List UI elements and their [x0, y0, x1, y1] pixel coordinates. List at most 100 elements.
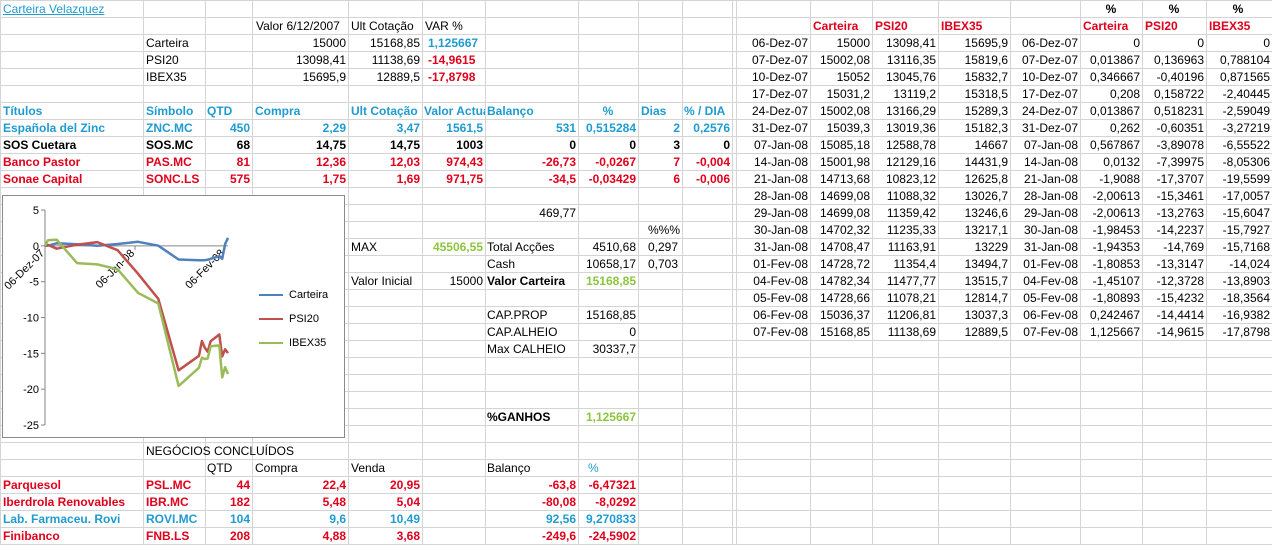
position-simbolo: PAS.MC [146, 155, 192, 169]
history-date2: 01-Fev-08 [1023, 257, 1078, 271]
history-ibex: 13229 [974, 240, 1008, 254]
history-pct-carteira: -2,00613 [1092, 189, 1140, 203]
sheet-title[interactable]: Carteira Velazquez [3, 2, 105, 16]
history-date: 10-Dez-07 [751, 70, 808, 84]
history-ibex: 12889,5 [964, 325, 1008, 339]
history-pct-psi20: -13,3147 [1156, 257, 1204, 271]
pos-header-simbolo: Símbolo [146, 104, 194, 118]
closed-qtd: 208 [229, 529, 250, 543]
position-pct: 0,515284 [585, 121, 636, 135]
closed-compra: 5,48 [322, 495, 346, 509]
history-pct-carteira: 0,208 [1109, 87, 1140, 101]
cap-alheio-value: 0 [629, 325, 636, 339]
closed-venda: 3,68 [396, 529, 420, 543]
history-date: 01-Fev-08 [753, 257, 808, 271]
history-pct-carteira: -1,98453 [1092, 223, 1140, 237]
hist-pct-header-psi20: % [1168, 2, 1180, 16]
closed-header-balanco: Balanço [487, 461, 531, 475]
history-pct-carteira: -1,94353 [1092, 240, 1140, 254]
history-pct-psi20: -14,4414 [1156, 308, 1204, 322]
closed-header-compra: Compra [255, 461, 298, 475]
summary-name: IBEX35 [146, 70, 187, 84]
history-ibex: 13246,6 [964, 206, 1008, 220]
history-pct-carteira: 0,013867 [1089, 53, 1140, 67]
history-date: 06-Fev-08 [753, 308, 808, 322]
hist-pct2-header-psi20: PSI20 [1145, 19, 1178, 33]
history-pct-ibex: -13,8903 [1222, 274, 1270, 288]
history-pct-carteira: 0,262 [1109, 121, 1140, 135]
hist-pct-header-ibex: % [1232, 2, 1244, 16]
closed-simbolo: IBR.MC [146, 495, 189, 509]
y-tick-label: -25 [23, 420, 39, 432]
history-pct-ibex: -15,7927 [1222, 223, 1270, 237]
position-titulo: Española del Zinc [3, 121, 106, 135]
history-pct-carteira: -1,45107 [1092, 274, 1140, 288]
position-simbolo: SONC.LS [146, 172, 200, 186]
position-balanco: -26,73 [541, 155, 576, 169]
history-date: 31-Dez-07 [751, 121, 808, 135]
ganhos-label: %GANHOS [487, 410, 551, 424]
history-pct-psi20: -14,2237 [1156, 223, 1204, 237]
position-qtd: 575 [229, 172, 250, 186]
summary-valor: 15695,9 [302, 70, 346, 84]
history-date: 07-Dez-07 [751, 53, 808, 67]
history-pct-carteira: -2,00613 [1092, 206, 1140, 220]
history-date: 28-Jan-08 [753, 189, 808, 203]
y-tick-label: -5 [29, 277, 39, 289]
history-pct-ibex: 0,871565 [1219, 70, 1270, 84]
history-pct-carteira: -1,80853 [1092, 257, 1140, 271]
history-pct-psi20: -7,39975 [1156, 155, 1204, 169]
ganhos-value: 1,125667 [585, 410, 636, 424]
sum-value: 469,77 [539, 206, 576, 220]
closed-pct: -6,47321 [588, 478, 636, 492]
position-pct: 0 [629, 138, 636, 152]
history-date: 31-Jan-08 [753, 240, 808, 254]
legend-label-ibex35: IBEX35 [289, 337, 327, 349]
summary-valor: 15000 [312, 36, 346, 50]
history-psi20: 11078,21 [886, 291, 936, 305]
performance-chart[interactable]: 5 0 -5 -10 -15 -20 -25 06-Dez-07 06-Jan-08 06-Fev… [2, 195, 345, 438]
history-pct-ibex: -17,0057 [1222, 189, 1270, 203]
history-psi20: 13019,36 [885, 121, 936, 135]
history-psi20: 11088,32 [886, 189, 936, 203]
history-carteira: 15039,3 [826, 121, 870, 135]
valor-carteira-value: 15168,85 [585, 274, 636, 288]
pos-header-pct: % [602, 104, 614, 118]
history-psi20: 13116,35 [886, 53, 936, 67]
series-line-psi20 [44, 240, 229, 372]
position-compra: 1,75 [322, 172, 346, 186]
closed-simbolo: FNB.LS [146, 529, 190, 543]
closed-header-pct: % [588, 461, 599, 475]
position-balanco: -34,5 [548, 172, 576, 186]
history-carteira: 14728,72 [819, 257, 870, 271]
history-date: 05-Fev-08 [753, 291, 808, 305]
summary-header-ult: Ult Cotação [351, 19, 414, 33]
history-ibex: 12625,8 [964, 172, 1008, 186]
history-pct-ibex: -2,40445 [1222, 87, 1270, 101]
closed-compra: 4,88 [322, 529, 346, 543]
summary-ult: 15168,85 [369, 36, 420, 50]
closed-qtd: 44 [236, 478, 250, 492]
history-carteira: 14782,34 [819, 274, 870, 288]
position-compra: 14,75 [315, 138, 346, 152]
closed-header-venda: Venda [351, 461, 386, 475]
history-date2: 30-Jan-08 [1023, 223, 1078, 237]
pos-header-qtd: QTD [207, 104, 233, 118]
history-pct-psi20: -17,3707 [1156, 172, 1204, 186]
position-simbolo: ZNC.MC [146, 121, 193, 135]
max-calheio-value: 30337,7 [592, 342, 636, 356]
legend-swatch-ibex35 [259, 342, 283, 345]
history-ibex: 14667 [974, 138, 1008, 152]
history-pct-ibex: 0 [1263, 36, 1270, 50]
total-accoes-value: 4510,68 [592, 240, 636, 254]
history-carteira: 15036,37 [819, 308, 870, 322]
history-date2: 14-Jan-08 [1023, 155, 1078, 169]
history-psi20: 12588,78 [885, 138, 936, 152]
closed-venda: 5,04 [396, 495, 420, 509]
hist-header-carteira: Carteira [813, 19, 859, 33]
history-date: 14-Jan-08 [753, 155, 808, 169]
history-date2: 05-Fev-08 [1023, 291, 1078, 305]
summary-header-valor: Valor 6/12/2007 [256, 19, 340, 33]
